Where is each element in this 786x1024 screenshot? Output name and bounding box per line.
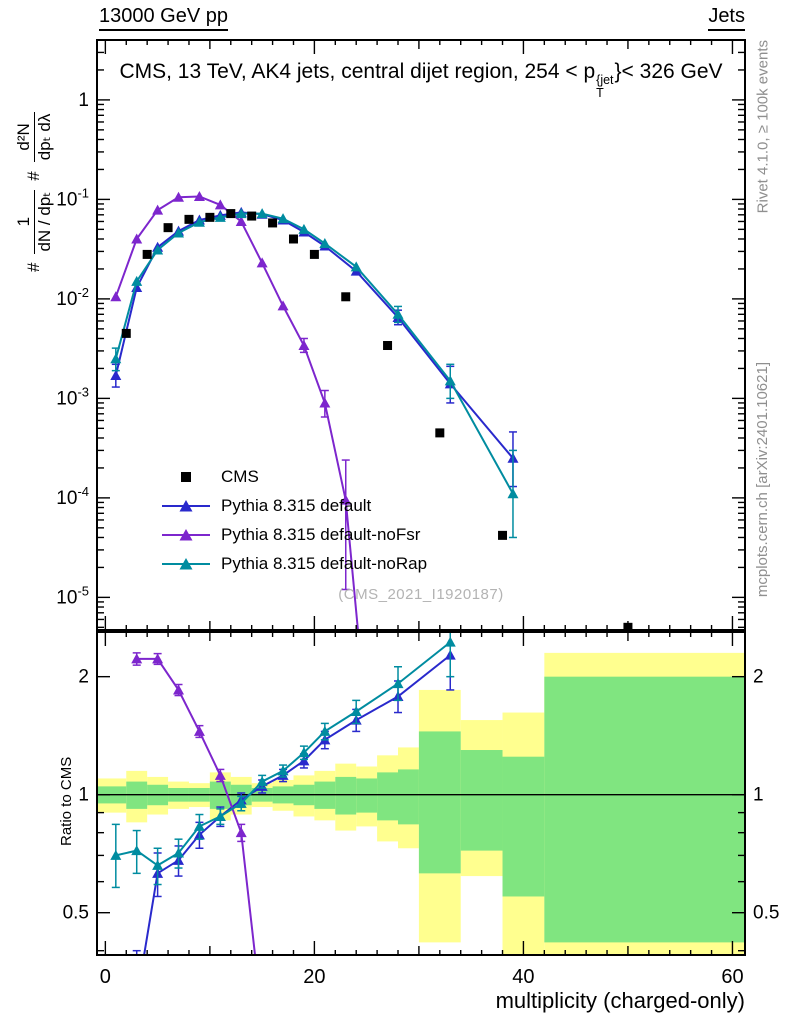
ratio-series-pythia-8-315-default-norap xyxy=(110,632,456,889)
top-series-cms xyxy=(121,209,633,630)
legend-label: CMS xyxy=(221,466,259,486)
title-superscript: {jet xyxy=(596,73,614,87)
top-series-pythia-8-315-default-nofsr xyxy=(110,190,359,630)
process-label: Jets xyxy=(708,5,745,31)
svg-text:0.5: 0.5 xyxy=(63,903,89,924)
triangle-marker-icon xyxy=(160,555,212,572)
svg-text:10-3: 10-3 xyxy=(56,384,89,409)
ylabel-fraction-2: d²N dpₜ dλ xyxy=(14,111,55,163)
svg-text:40: 40 xyxy=(512,966,534,988)
svg-text:1: 1 xyxy=(78,785,89,806)
svg-text:10-4: 10-4 xyxy=(56,484,89,509)
ylabel-fraction-1: 1 dN / dpₜ xyxy=(14,189,55,254)
svg-text:1: 1 xyxy=(753,785,764,806)
title-subscript: T xyxy=(596,86,604,101)
legend-entry-pythia-8-315-default-norap: Pythia 8.315 default-noRap xyxy=(160,549,427,578)
top-panel-frame xyxy=(96,39,746,631)
mcplots-arxiv-label: mcplots.cern.ch [arXiv:2401.10621] xyxy=(754,362,771,598)
svg-text:20: 20 xyxy=(303,966,325,988)
rivet-version-label: Rivet 4.1.0, ≥ 100k events xyxy=(754,40,771,214)
ylabel-hash-2: # xyxy=(24,171,44,181)
legend-label: Pythia 8.315 default-noRap xyxy=(221,553,428,573)
svg-text:0: 0 xyxy=(100,966,111,988)
svg-text:2: 2 xyxy=(78,667,89,688)
svg-text:10-5: 10-5 xyxy=(56,583,89,608)
top-y-axis-label: # 1 dN / dpₜ # d²N dpₜ dλ xyxy=(14,111,55,272)
plot-title: CMS, 13 TeV, AK4 jets, central dijet reg… xyxy=(119,60,722,100)
frac2-numerator: d²N xyxy=(14,123,33,151)
legend-label: Pythia 8.315 default xyxy=(221,495,372,515)
uncertainty-bands xyxy=(97,652,745,955)
top-series-pythia-8-315-default xyxy=(110,206,519,488)
legend-entry-pythia-8-315-default: Pythia 8.315 default xyxy=(160,491,427,520)
analysis-id-watermark: (CMS_2021_I1920187) xyxy=(338,586,504,603)
svg-text:2: 2 xyxy=(753,667,764,688)
square-marker-icon xyxy=(160,468,212,485)
ylabel-hash-1: # xyxy=(24,262,44,272)
pt-jet-supsub: {jet T xyxy=(596,73,614,101)
svg-text:10-1: 10-1 xyxy=(56,185,89,210)
frac1-denominator: dN / dpₜ xyxy=(33,189,55,254)
legend-entry-cms: CMS xyxy=(160,462,427,491)
svg-text:0.5: 0.5 xyxy=(753,903,779,924)
beam-energy-label: 13000 GeV pp xyxy=(99,5,228,31)
top-series-pythia-8-315-default-norap xyxy=(110,208,519,539)
ratio-y-axis-label: Ratio to CMS xyxy=(58,756,75,846)
svg-text:60: 60 xyxy=(721,966,743,988)
frac1-numerator: 1 xyxy=(14,216,33,227)
legend-entry-pythia-8-315-default-nofsr: Pythia 8.315 default-noFsr xyxy=(160,520,427,549)
legend-label: Pythia 8.315 default-noFsr xyxy=(221,524,421,544)
x-axis-label: multiplicity (charged-only) xyxy=(495,988,745,1013)
triangle-marker-icon xyxy=(160,497,212,514)
ratio-panel-frame xyxy=(96,631,746,956)
svg-text:1: 1 xyxy=(78,90,89,111)
title-suffix: }< 326 GeV xyxy=(614,60,723,83)
triangle-marker-icon xyxy=(160,526,212,543)
legend: CMS Pythia 8.315 default Pythia 8.315 defa… xyxy=(160,462,427,578)
axis-ticks xyxy=(97,40,745,955)
svg-text:10-2: 10-2 xyxy=(56,285,89,310)
ratio-series-pythia-8-315-default-nofsr xyxy=(131,652,257,955)
title-prefix: CMS, 13 TeV, AK4 jets, central dijet reg… xyxy=(119,60,596,83)
frac2-denominator: dpₜ dλ xyxy=(33,111,55,163)
